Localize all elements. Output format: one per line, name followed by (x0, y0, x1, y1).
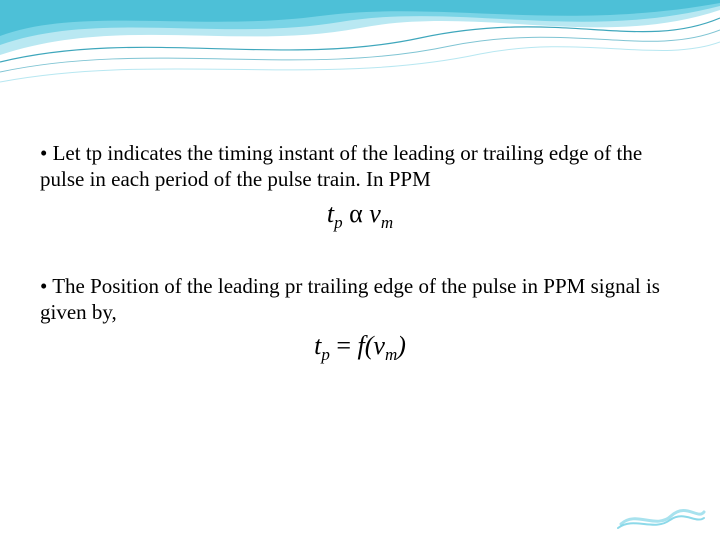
eq1-p: p (334, 213, 343, 232)
eq2-p: p (321, 345, 330, 364)
eq1-alpha: α (343, 199, 370, 228)
eq2-v: v (373, 331, 385, 360)
bullet-2-text: • The Position of the leading pr trailin… (40, 273, 680, 326)
corner-decoration (616, 504, 706, 532)
eq1-m: m (381, 213, 393, 232)
wave-svg (0, 0, 720, 130)
eq2-m: m (385, 345, 397, 364)
eq2-f: f( (358, 331, 374, 360)
header-wave-decoration (0, 0, 720, 130)
eq1-v: v (369, 199, 381, 228)
bullet-2: • The Position of the leading pr trailin… (40, 273, 680, 366)
bullet-1-text: • Let tp indicates the timing instant of… (40, 140, 680, 193)
eq2-close: ) (397, 331, 406, 360)
slide-content: • Let tp indicates the timing instant of… (40, 140, 680, 405)
equation-2: tp = f(vm) (40, 331, 680, 365)
eq2-eq: = (330, 331, 358, 360)
equation-1: tp α vm (40, 199, 680, 233)
corner-swirl-icon (616, 504, 706, 532)
bullet-1: • Let tp indicates the timing instant of… (40, 140, 680, 233)
